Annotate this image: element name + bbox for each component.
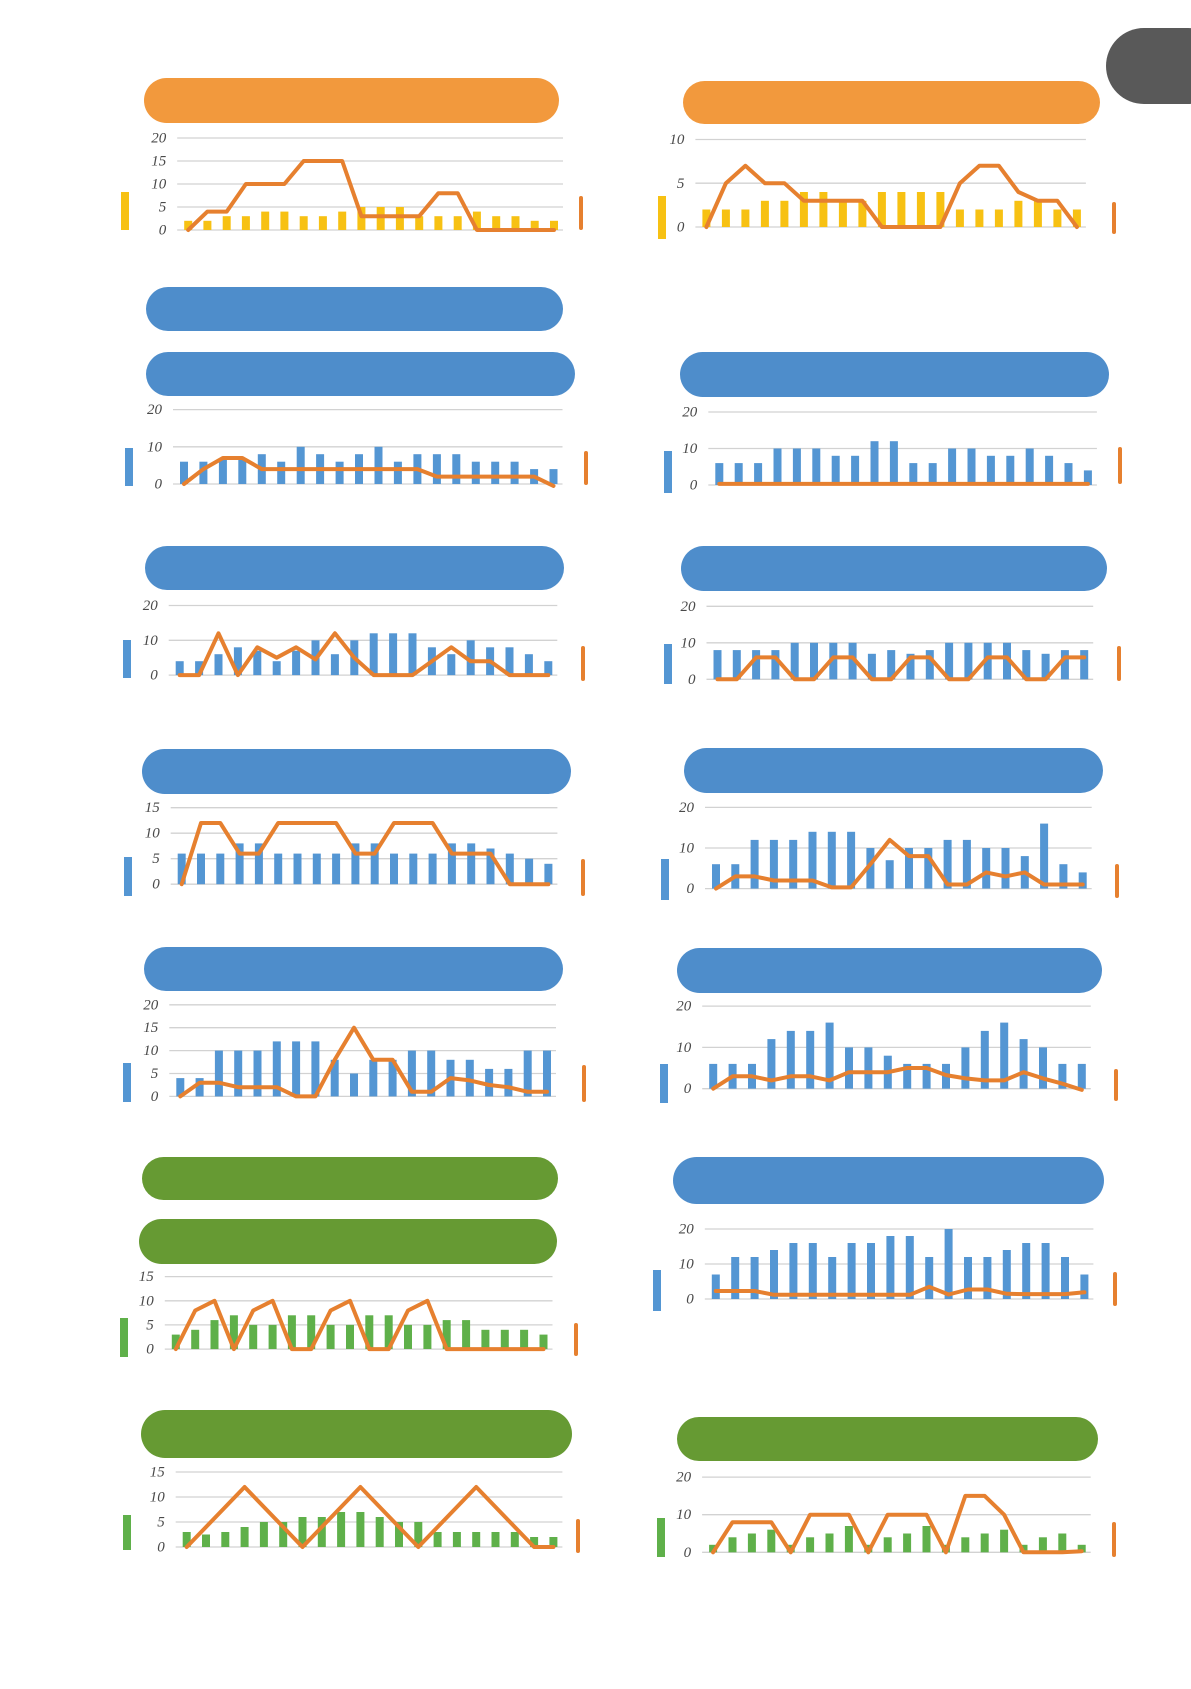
- svg-text:0: 0: [677, 220, 685, 236]
- svg-text:0: 0: [687, 881, 695, 897]
- svg-text:0: 0: [690, 478, 698, 494]
- svg-text:0: 0: [684, 1545, 692, 1561]
- svg-text:15: 15: [143, 1020, 159, 1036]
- svg-text:20: 20: [682, 405, 698, 421]
- svg-text:20: 20: [143, 997, 159, 1013]
- svg-text:20: 20: [676, 999, 692, 1015]
- svg-text:20: 20: [676, 1470, 692, 1486]
- svg-text:10: 10: [143, 633, 159, 649]
- svg-text:10: 10: [150, 1490, 166, 1506]
- svg-text:10: 10: [676, 1040, 692, 1056]
- svg-text:10: 10: [681, 635, 697, 651]
- svg-text:10: 10: [145, 826, 161, 842]
- svg-text:20: 20: [147, 402, 163, 418]
- svg-text:15: 15: [145, 800, 161, 816]
- svg-text:20: 20: [679, 800, 695, 816]
- svg-text:15: 15: [151, 154, 167, 170]
- svg-text:10: 10: [147, 439, 163, 455]
- svg-text:10: 10: [679, 841, 695, 857]
- svg-text:5: 5: [159, 200, 167, 216]
- svg-text:10: 10: [151, 177, 167, 193]
- svg-text:0: 0: [150, 668, 158, 684]
- svg-text:10: 10: [143, 1043, 159, 1059]
- svg-text:0: 0: [146, 1342, 154, 1358]
- svg-text:0: 0: [688, 672, 696, 688]
- svg-text:5: 5: [157, 1515, 165, 1531]
- svg-text:20: 20: [151, 131, 167, 147]
- svg-text:20: 20: [681, 599, 697, 615]
- svg-text:5: 5: [146, 1317, 154, 1333]
- svg-text:15: 15: [139, 1269, 155, 1285]
- svg-text:0: 0: [684, 1081, 692, 1097]
- svg-text:0: 0: [686, 1292, 694, 1308]
- svg-text:20: 20: [143, 598, 159, 614]
- svg-text:10: 10: [676, 1507, 692, 1523]
- svg-text:5: 5: [152, 851, 160, 867]
- svg-text:5: 5: [677, 176, 685, 192]
- svg-text:0: 0: [155, 477, 163, 493]
- svg-text:15: 15: [150, 1465, 166, 1481]
- svg-text:0: 0: [152, 877, 160, 893]
- svg-text:10: 10: [682, 441, 698, 457]
- svg-text:20: 20: [679, 1222, 695, 1238]
- svg-text:0: 0: [151, 1089, 159, 1105]
- svg-text:0: 0: [157, 1540, 165, 1556]
- svg-text:10: 10: [669, 132, 685, 148]
- svg-text:0: 0: [159, 223, 167, 239]
- svg-text:10: 10: [139, 1293, 155, 1309]
- svg-text:5: 5: [151, 1066, 159, 1082]
- svg-text:10: 10: [679, 1257, 695, 1273]
